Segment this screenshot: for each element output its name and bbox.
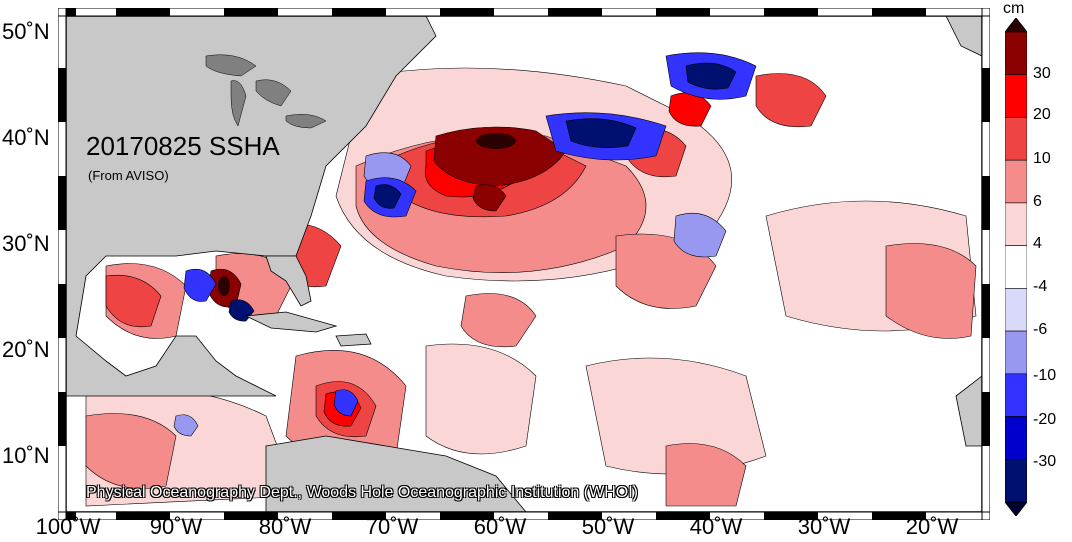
colorbar-tick: 30: [1033, 65, 1051, 82]
colorbar-tick: 20: [1033, 106, 1051, 123]
colorbar-swatch: [1005, 117, 1027, 161]
lat-label-50n: 50˚N: [2, 19, 50, 44]
lat-label-40n: 40˚N: [2, 125, 50, 150]
colorbar-tick: -20: [1033, 411, 1057, 428]
colorbar-tick: 10: [1033, 150, 1051, 167]
map-subtitle: (From AVISO): [88, 168, 169, 183]
map-title: 20170825 SSHA: [86, 131, 280, 161]
great-lakes: [205, 54, 327, 129]
lon-label-90w: 90˚W: [149, 514, 203, 539]
lon-label-40w: 40˚W: [689, 514, 743, 539]
colorbar-tick: -30: [1033, 453, 1057, 470]
colorbar-swatch: [1005, 245, 1027, 289]
land: [66, 16, 982, 512]
ssha-darkest-red: [218, 133, 516, 296]
colorbar-tick: 6: [1033, 193, 1042, 210]
colorbar-swatch: [1005, 373, 1027, 417]
colorbar-unit: cm: [1003, 0, 1025, 17]
lon-label-50w: 50˚W: [581, 514, 635, 539]
lon-label-60w: 60˚W: [473, 514, 527, 539]
ssha-dark-blue: [228, 62, 737, 322]
colorbar-swatch: [1005, 458, 1027, 503]
lat-label-20n: 20˚N: [2, 337, 50, 362]
ssha-map: [66, 16, 982, 512]
colorbar-tick: -6: [1033, 321, 1048, 338]
colorbar-swatch: [1005, 288, 1027, 332]
colorbar-swatch: [1005, 202, 1027, 246]
lat-label-30n: 30˚N: [2, 231, 50, 256]
colorbar-tick: 4: [1033, 235, 1042, 252]
lon-label-80w: 80˚W: [258, 514, 312, 539]
colorbar-tick: -10: [1033, 367, 1057, 384]
colorbar-swatch: [1005, 31, 1027, 76]
map-checker-frame: [58, 8, 990, 520]
ssha-dark-red: [207, 126, 567, 308]
colorbar-bottom-arrow: [1005, 501, 1027, 516]
lon-label-30w: 30˚W: [797, 514, 851, 539]
lat-label-10n: 10˚N: [2, 443, 50, 468]
lon-label-70w: 70˚W: [365, 514, 419, 539]
lon-label-100w: 100˚W: [35, 514, 101, 539]
colorbar-swatch: [1005, 74, 1027, 118]
credit-text: Physical Oceanography Dept., Woods Hole …: [86, 484, 638, 501]
colorbar-top-arrow: [1005, 18, 1027, 33]
colorbar-swatch: [1005, 159, 1027, 204]
lon-label-20w: 20˚W: [905, 514, 959, 539]
colorbar-swatch: [1005, 330, 1027, 375]
colorbar: [1005, 18, 1027, 516]
colorbar-swatch: [1005, 416, 1027, 460]
colorbar-tick: -4: [1033, 278, 1048, 295]
